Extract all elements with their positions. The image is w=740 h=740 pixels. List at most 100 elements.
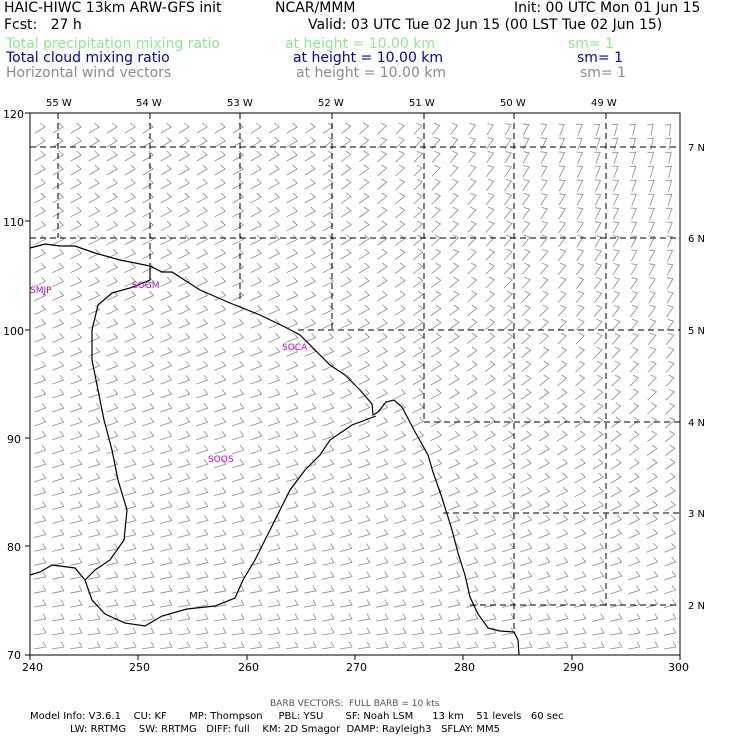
wind-barb	[304, 206, 316, 218]
wind-barb	[593, 402, 604, 415]
wind-barb	[106, 389, 119, 399]
wind-barb	[250, 473, 263, 483]
wind-barb	[322, 164, 334, 176]
wind-barb	[160, 220, 172, 232]
wind-barb	[485, 290, 496, 303]
wind-barb	[430, 585, 443, 594]
wind-barb	[394, 473, 407, 483]
wind-barb	[70, 557, 83, 566]
wind-barb	[574, 613, 587, 622]
wind-barb	[484, 374, 496, 386]
wind-barb	[88, 332, 101, 343]
wind-barb	[484, 388, 496, 400]
wind-barb	[394, 585, 407, 594]
wind-barb	[124, 178, 136, 190]
wind-barb	[412, 501, 425, 511]
wind-barb	[610, 416, 622, 428]
wind-barb	[178, 136, 190, 148]
wind-barb	[160, 585, 173, 594]
wind-barb	[540, 234, 549, 248]
wind-barb	[88, 599, 101, 608]
wind-barb	[664, 556, 677, 567]
wind-barb	[503, 220, 513, 233]
wind-barb	[34, 192, 46, 204]
wind-barb	[88, 276, 101, 287]
wind-barb	[160, 164, 172, 176]
wind-barb	[250, 599, 263, 608]
wind-barb	[232, 585, 245, 594]
wind-barb	[52, 599, 65, 608]
wind-barb	[268, 375, 281, 385]
wind-barb	[268, 290, 281, 301]
wind-barb	[646, 641, 659, 650]
wind-barb	[358, 571, 371, 580]
wind-barb	[196, 473, 209, 483]
wind-barb	[106, 445, 119, 455]
wind-barb	[34, 571, 47, 580]
wind-barb	[142, 613, 155, 622]
wind-barb	[124, 585, 137, 594]
wind-barb	[628, 528, 641, 539]
wind-barb	[431, 122, 441, 135]
wind-barb	[286, 459, 299, 469]
wind-barb	[160, 346, 173, 357]
wind-barb	[214, 122, 226, 134]
wind-barb	[88, 178, 100, 190]
wind-barb	[322, 402, 335, 413]
wind-barb	[268, 515, 281, 524]
wind-barb	[628, 613, 641, 622]
wind-barb	[286, 403, 299, 413]
wind-barb	[160, 571, 173, 580]
wind-barb	[340, 276, 352, 288]
wind-barb	[610, 458, 622, 470]
wind-barb	[376, 543, 389, 552]
wind-barb	[538, 458, 550, 470]
wind-barb	[430, 571, 443, 580]
wind-barb	[431, 192, 441, 205]
wind-barb	[34, 543, 47, 552]
wind-barb	[142, 459, 155, 469]
wind-barb	[34, 627, 47, 636]
wind-barb	[340, 445, 353, 455]
wind-barb	[502, 472, 515, 483]
wind-barb	[160, 276, 173, 287]
wind-barb	[88, 529, 101, 538]
wind-barb	[592, 514, 605, 525]
wind-barb	[468, 137, 477, 150]
wind-barb	[304, 122, 316, 134]
wind-barb	[88, 304, 101, 315]
wind-barb	[232, 501, 245, 510]
wind-barb	[340, 290, 352, 302]
wind-barb	[70, 136, 82, 148]
wind-barb	[304, 389, 317, 399]
wind-barb	[594, 221, 602, 234]
wind-barb	[178, 445, 191, 455]
wind-barb	[124, 389, 137, 399]
wind-barb	[322, 192, 334, 204]
wind-barb	[232, 515, 245, 524]
wind-barb	[106, 206, 118, 218]
wind-barb	[628, 557, 641, 567]
wind-barb	[520, 585, 533, 594]
wind-barb	[610, 430, 622, 442]
wind-barb	[358, 360, 371, 371]
wind-barb	[142, 529, 155, 538]
wind-barb	[88, 262, 101, 273]
wind-barb	[412, 599, 425, 608]
wind-barb	[522, 193, 531, 206]
wind-barb	[431, 164, 441, 177]
wind-barb	[466, 318, 478, 331]
place-label-soos: SOOS	[208, 455, 234, 465]
wind-barb	[268, 473, 281, 483]
wind-barb	[666, 319, 675, 332]
wind-barb	[394, 262, 406, 274]
wind-barb	[610, 472, 622, 484]
wind-barb	[574, 472, 586, 484]
wind-barb	[466, 374, 478, 386]
x-tick-label: 290	[563, 661, 584, 674]
wind-barb	[594, 249, 602, 262]
wind-barb	[52, 473, 65, 483]
wind-barb	[467, 248, 477, 261]
wind-barb	[70, 403, 83, 413]
wind-barb	[52, 164, 64, 176]
